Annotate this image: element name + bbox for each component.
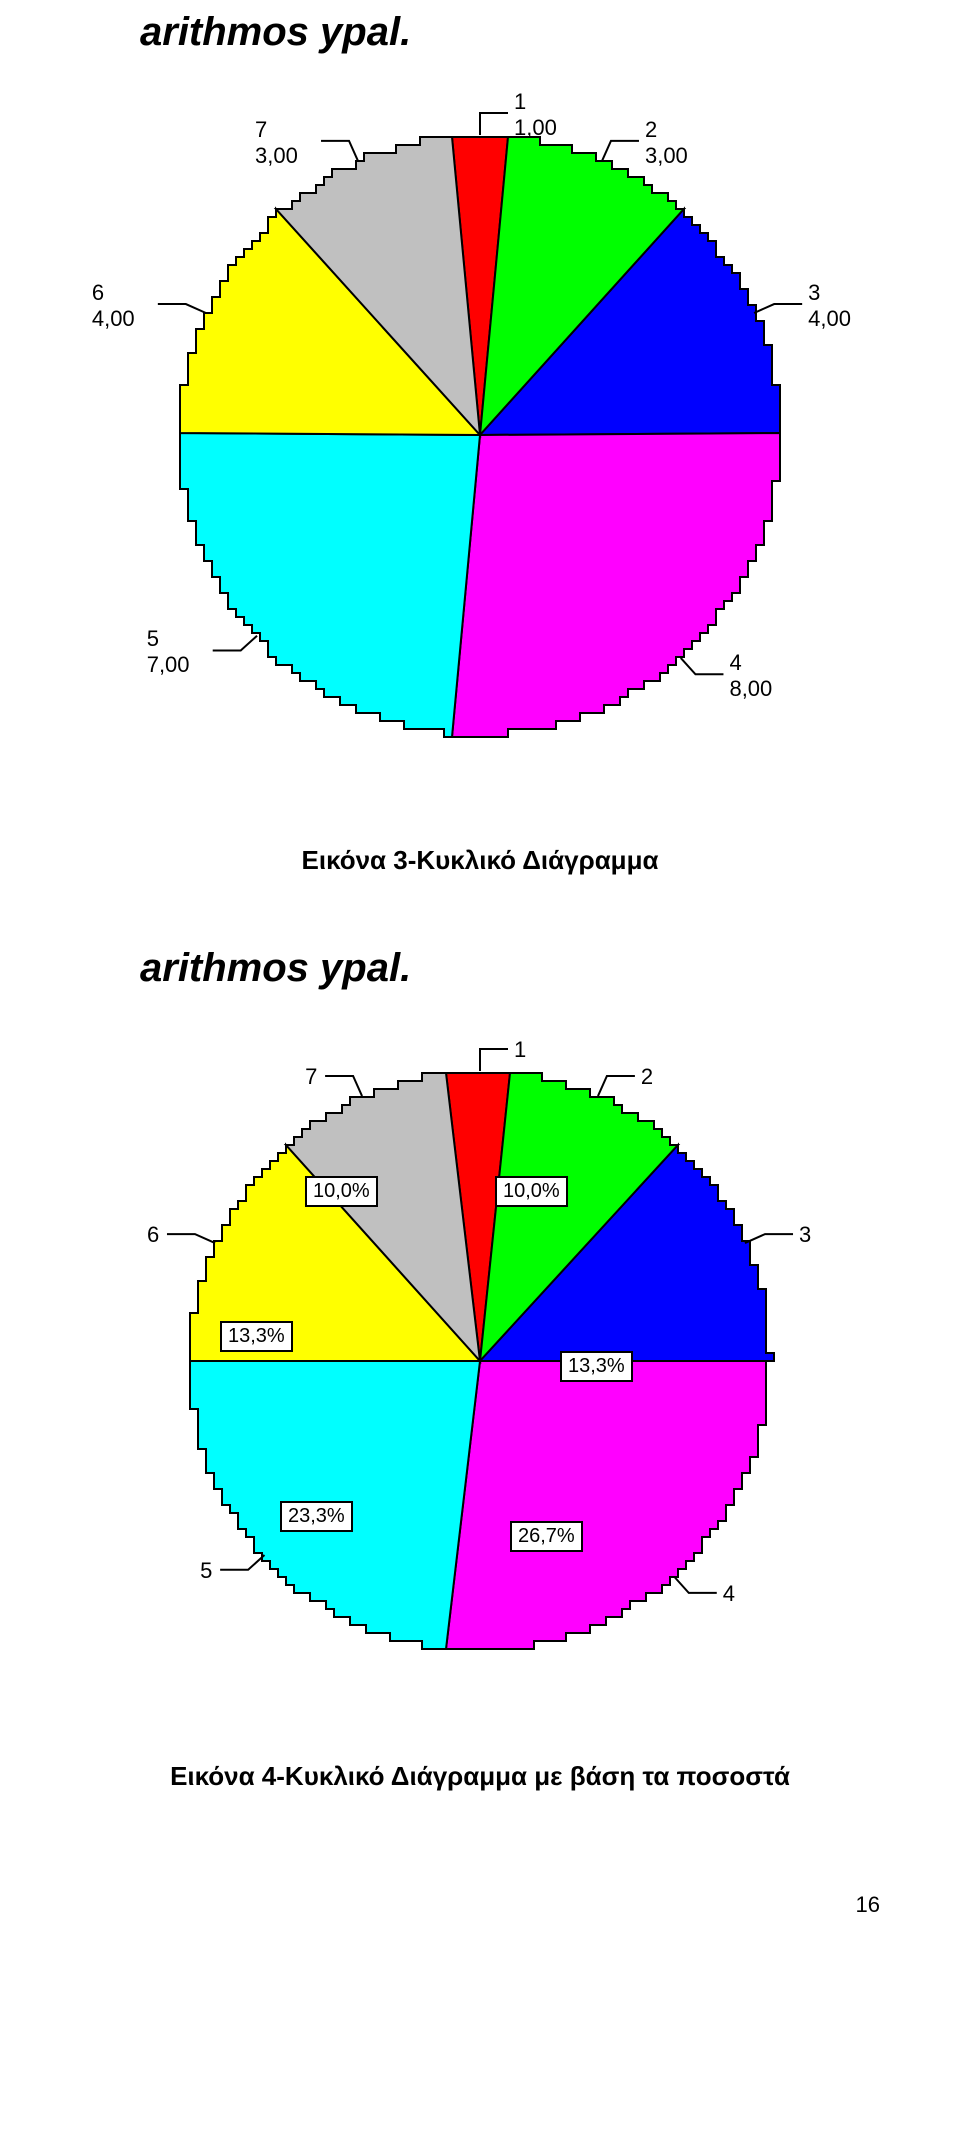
slice-label-2: 2 3,00 (645, 117, 688, 169)
pie-chart-2 (150, 1001, 810, 1721)
pct-box-6: 13,3% (220, 1321, 293, 1352)
pct-box-4: 26,7% (510, 1521, 583, 1552)
page: arithmos ypal. 1 1,00 2 3,00 3 4,00 4 8,00 5… (0, 0, 960, 1948)
leader-line (754, 304, 802, 313)
chart2-title: arithmos ypal. (0, 936, 960, 1001)
leader-line (745, 1234, 793, 1243)
slice-label-3: 3 4,00 (808, 280, 851, 332)
leader-line (602, 141, 639, 161)
slice-label-2: 2 (641, 1064, 653, 1090)
leader-line (480, 113, 508, 135)
leader-line (321, 141, 358, 161)
pct-box-5: 23,3% (280, 1501, 353, 1532)
pct-box-2: 10,0% (495, 1176, 568, 1207)
slice-label-4: 4 8,00 (729, 650, 772, 702)
chart1-caption: Εικόνα 3-Κυκλικό Διάγραμμα (0, 845, 960, 876)
leader-line (158, 304, 206, 313)
leader-line (325, 1076, 362, 1096)
chart2-container: 1 2 3 4 5 6 7 10,0% 10,0% 13,3% 13,3% 23,3% 26,7% (150, 1001, 810, 1721)
pct-box-7: 10,0% (305, 1176, 378, 1207)
leader-line (681, 658, 724, 674)
slice-label-3: 3 (799, 1222, 811, 1248)
slice-label-7: 7 3,00 (255, 117, 298, 169)
slice-label-5: 5 7,00 (147, 626, 190, 678)
chart2-caption: Εικόνα 4-Κυκλικό Διάγραμμα με βάση τα πο… (0, 1761, 960, 1792)
slice-label-1: 1 (514, 1037, 526, 1063)
slice-label-6: 6 4,00 (92, 280, 135, 332)
leader-line (674, 1577, 717, 1593)
pie-chart-1 (140, 65, 820, 805)
slice-label-7: 7 (305, 1064, 317, 1090)
pie-slice-5 (180, 433, 480, 737)
leader-line (480, 1049, 508, 1071)
leader-line (167, 1234, 215, 1243)
page-number: 16 (0, 1852, 960, 1948)
slice-label-4: 4 (723, 1581, 735, 1607)
leader-line (220, 1555, 264, 1570)
slice-label-1: 1 1,00 (514, 89, 557, 141)
pct-box-3: 13,3% (560, 1351, 633, 1382)
leader-line (598, 1076, 635, 1096)
chart1-title: arithmos ypal. (0, 0, 960, 65)
leader-line (213, 636, 257, 651)
chart1-container: 1 1,002 3,003 4,004 8,005 7,006 4,007 3,… (140, 65, 820, 805)
slice-label-5: 5 (200, 1558, 212, 1584)
slice-label-6: 6 (147, 1222, 159, 1248)
